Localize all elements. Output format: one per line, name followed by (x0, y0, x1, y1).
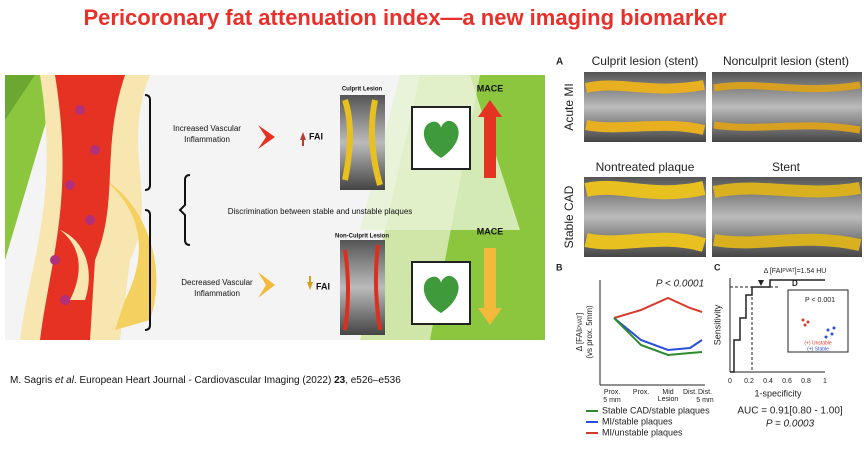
x-tick-label: 5 mm (696, 397, 714, 404)
label: Nonculprit lesion (stent) (723, 54, 849, 68)
label: Stable CAD (562, 185, 576, 248)
x-tick-label: 0.6 (782, 378, 792, 385)
label: Acute MI (562, 83, 576, 130)
illustration (5, 75, 545, 340)
x-tick-label: 0.2 (744, 378, 754, 385)
y-axis-label: Sensitivity (712, 304, 722, 345)
panel-b-plot (599, 280, 705, 386)
panel-letter: B (556, 262, 563, 272)
x-tick-label: Prox. (633, 389, 649, 396)
label: Increased Vascular (173, 124, 241, 133)
panel-letter: C (714, 262, 721, 272)
citation: M. Sagris et al. European Heart Journal … (10, 375, 401, 386)
p-value: P = 0.0003 (766, 419, 815, 430)
slide-title: Pericoronary fat attenuation index—a new… (83, 5, 726, 30)
x-axis-label: 1-specificity (754, 388, 802, 398)
p-value: P < 0.001 (805, 297, 835, 304)
auc: AUC = 0.91[0.80 - 1.00] (737, 406, 843, 417)
label: FAI (309, 131, 323, 141)
x-tick-label: 5 mm (603, 397, 621, 404)
label: MACE (477, 83, 504, 93)
x-tick-label: Prox. (604, 389, 620, 396)
panel-letter: D (792, 279, 798, 288)
legend-label: (+) Unstable (804, 340, 832, 346)
x-tick-label: Dist. (683, 389, 697, 396)
panel-c-plot (729, 278, 849, 373)
label: Inflammation (194, 289, 240, 298)
x-tick-label: Mid (662, 389, 673, 396)
scan-images (584, 72, 862, 257)
label: Decreased Vascular (181, 278, 253, 287)
p-value: P < 0.0001 (656, 279, 704, 290)
x-tick-label: 0.4 (763, 378, 773, 385)
label: Culprit lesion (stent) (592, 54, 699, 68)
x-axis-group: Lesion (658, 396, 679, 403)
y-axis-label: Δ [FAIPVAT] (575, 313, 584, 351)
label: Discrimination between stable and unstab… (228, 207, 413, 216)
y-axis-label: (vs prox. 5mm) (585, 305, 594, 359)
label: Nontreated plaque (596, 160, 695, 174)
legend-label: MI/stable plaques (602, 416, 673, 426)
panel-letter: A (556, 57, 563, 68)
label: Non-Culprit Lesion (335, 234, 389, 240)
legend-label: Stable CAD/stable plaques (602, 405, 710, 415)
label: Stent (772, 160, 801, 174)
x-tick-label: 1 (823, 378, 827, 385)
label: MACE (477, 226, 504, 236)
legend-label: (+) Stable (807, 346, 829, 352)
label: FAI (316, 281, 330, 291)
legend-label: MI/unstable plaques (602, 427, 683, 437)
label: Inflammation (184, 135, 230, 144)
x-tick-label: 0 (728, 378, 732, 385)
x-tick-label: Dist. (698, 389, 712, 396)
x-tick-label: 0.8 (801, 378, 811, 385)
threshold-label: Δ [FAIPVAT]=1.54 HU (764, 268, 827, 275)
label: Culprit Lesion (342, 87, 383, 93)
